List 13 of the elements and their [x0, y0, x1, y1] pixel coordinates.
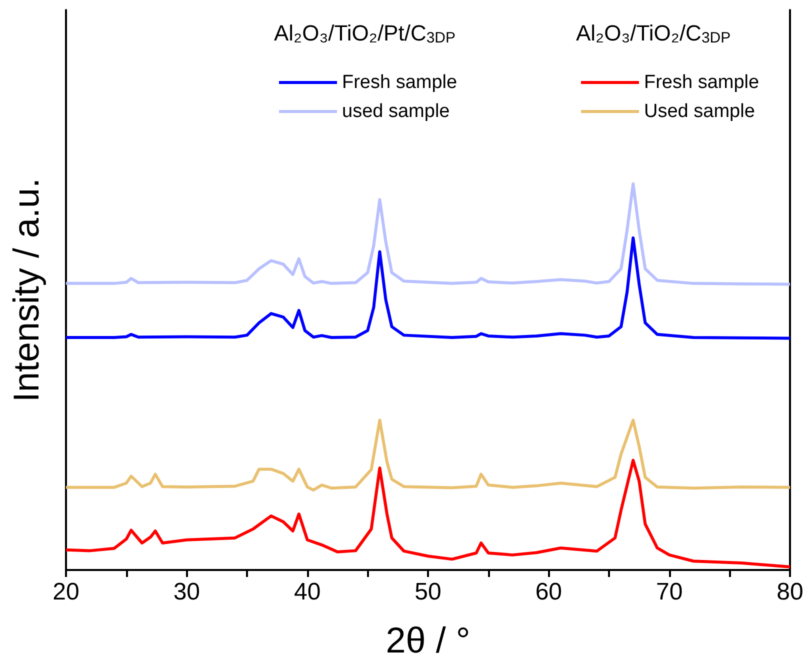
legend-label: Fresh sample — [644, 72, 760, 93]
x-tick-label: 40 — [294, 578, 321, 606]
legend-label: used sample — [342, 101, 450, 122]
x-tick-label: 50 — [414, 578, 442, 606]
x-tick-label: 70 — [656, 578, 683, 606]
x-tick-label: 30 — [173, 578, 200, 606]
y-axis-title: Intensity / a.u. — [6, 178, 46, 402]
x-tick-label: 80 — [776, 578, 804, 606]
x-tick-label: 60 — [535, 578, 562, 606]
legend-label: Used sample — [644, 101, 755, 122]
x-tick-label: 20 — [52, 578, 80, 606]
x-axis-title: 2θ / ° — [386, 620, 470, 660]
legend-label: Fresh sample — [342, 72, 458, 93]
